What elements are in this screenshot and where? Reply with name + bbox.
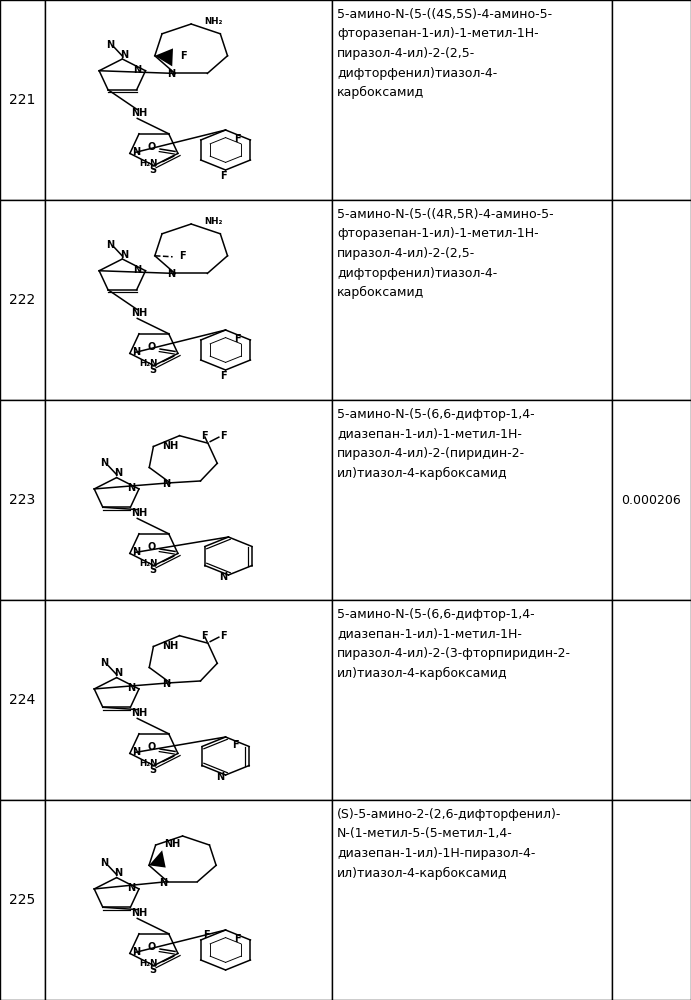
Text: N: N — [132, 347, 140, 357]
Text: NH: NH — [131, 708, 147, 718]
Text: NH: NH — [131, 308, 147, 318]
Text: N: N — [132, 147, 140, 157]
Bar — [612, 0, 691, 200]
Text: N: N — [216, 772, 224, 782]
Text: F: F — [180, 51, 187, 61]
Text: NH₂: NH₂ — [204, 17, 223, 26]
Text: (S)-5-амино-2-(2,6-дифторфенил)-
N-(1-метил-5-(5-метил-1,4-
диазепан-1-ил)-1Н-пи: (S)-5-амино-2-(2,6-дифторфенил)- N-(1-ме… — [337, 808, 562, 880]
Text: NH: NH — [131, 908, 147, 918]
Text: H₂N: H₂N — [139, 359, 158, 368]
Text: N: N — [133, 265, 142, 275]
Text: O: O — [148, 742, 156, 752]
Text: F: F — [235, 134, 241, 144]
Text: 225: 225 — [10, 893, 35, 907]
Text: 0.000206: 0.000206 — [621, 494, 681, 507]
Bar — [0, 400, 45, 600]
Text: H₂N: H₂N — [139, 559, 158, 568]
Text: N: N — [132, 947, 140, 957]
Bar — [0, 600, 45, 800]
Text: O: O — [148, 542, 156, 552]
Text: N: N — [120, 50, 128, 60]
Text: H₂N: H₂N — [139, 759, 158, 768]
Text: 5-амино-N-(5-(6,6-дифтор-1,4-
диазепан-1-ил)-1-метил-1Н-
пиразол-4-ил)-2-(3-фтор: 5-амино-N-(5-(6,6-дифтор-1,4- диазепан-1… — [337, 608, 571, 680]
Bar — [612, 200, 691, 400]
Text: S: S — [149, 365, 156, 375]
Text: N: N — [100, 658, 108, 668]
Text: N: N — [167, 69, 175, 79]
Text: NH: NH — [162, 441, 179, 451]
Bar — [0, 800, 45, 1000]
Text: N: N — [162, 679, 170, 689]
Text: 223: 223 — [10, 493, 35, 507]
Text: N: N — [127, 483, 135, 493]
Bar — [45, 200, 332, 400]
Text: S: S — [149, 765, 156, 775]
Text: NH: NH — [164, 839, 180, 849]
Bar — [45, 600, 332, 800]
Bar — [0, 200, 45, 400]
Text: NH: NH — [131, 108, 147, 118]
Text: N: N — [100, 458, 108, 468]
Text: S: S — [149, 965, 156, 975]
Text: 5-амино-N-(5-((4R,5R)-4-амино-5-
фторазепан-1-ил)-1-метил-1Н-
пиразол-4-ил)-2-(2: 5-амино-N-(5-((4R,5R)-4-амино-5- фторазе… — [337, 208, 553, 299]
Text: N: N — [114, 868, 122, 878]
Text: F: F — [235, 934, 241, 944]
Bar — [332, 400, 612, 600]
Text: F: F — [203, 930, 209, 940]
Text: N: N — [127, 683, 135, 693]
Text: N: N — [218, 572, 227, 582]
Text: F: F — [220, 171, 227, 181]
Text: NH₂: NH₂ — [204, 218, 223, 227]
Text: N: N — [100, 858, 108, 868]
Text: NH: NH — [131, 508, 147, 518]
Bar — [612, 400, 691, 600]
Text: N: N — [159, 878, 167, 888]
Bar — [332, 600, 612, 800]
Text: O: O — [148, 142, 156, 152]
Text: F: F — [235, 334, 241, 344]
Text: N: N — [120, 250, 128, 260]
Text: H₂N: H₂N — [139, 959, 158, 968]
Bar — [332, 800, 612, 1000]
Text: NH: NH — [162, 641, 179, 651]
Bar — [0, 0, 45, 200]
Text: N: N — [106, 40, 114, 50]
Text: 222: 222 — [10, 293, 35, 307]
Text: 5-амино-N-(5-(6,6-дифтор-1,4-
диазепан-1-ил)-1-метил-1Н-
пиразол-4-ил)-2-(пириди: 5-амино-N-(5-(6,6-дифтор-1,4- диазепан-1… — [337, 408, 535, 480]
Text: F: F — [201, 631, 208, 641]
Text: F: F — [220, 371, 227, 381]
Text: O: O — [148, 942, 156, 952]
Bar — [45, 800, 332, 1000]
Text: N: N — [114, 468, 122, 478]
Text: N: N — [106, 240, 114, 250]
Text: N: N — [127, 883, 135, 893]
Text: S: S — [149, 565, 156, 575]
Text: N: N — [167, 269, 175, 279]
Text: N: N — [114, 668, 122, 678]
Bar — [332, 200, 612, 400]
Bar — [612, 600, 691, 800]
Bar — [612, 800, 691, 1000]
Text: 221: 221 — [9, 93, 36, 107]
Polygon shape — [155, 48, 173, 66]
Bar — [332, 0, 612, 200]
Text: F: F — [201, 431, 208, 441]
Text: H₂N: H₂N — [139, 159, 158, 168]
Text: O: O — [148, 342, 156, 352]
Text: N: N — [162, 479, 170, 489]
Polygon shape — [149, 850, 166, 868]
Text: F: F — [179, 251, 186, 261]
Text: N: N — [133, 65, 142, 75]
Text: F: F — [232, 740, 239, 750]
Text: F: F — [220, 431, 227, 441]
Bar — [45, 400, 332, 600]
Text: N: N — [132, 747, 140, 757]
Text: F: F — [220, 631, 227, 641]
Text: 224: 224 — [10, 693, 35, 707]
Text: 5-амино-N-(5-((4S,5S)-4-амино-5-
фторазепан-1-ил)-1-метил-1Н-
пиразол-4-ил)-2-(2: 5-амино-N-(5-((4S,5S)-4-амино-5- фторазе… — [337, 8, 552, 99]
Bar — [45, 0, 332, 200]
Text: N: N — [132, 547, 140, 557]
Text: S: S — [149, 165, 156, 175]
